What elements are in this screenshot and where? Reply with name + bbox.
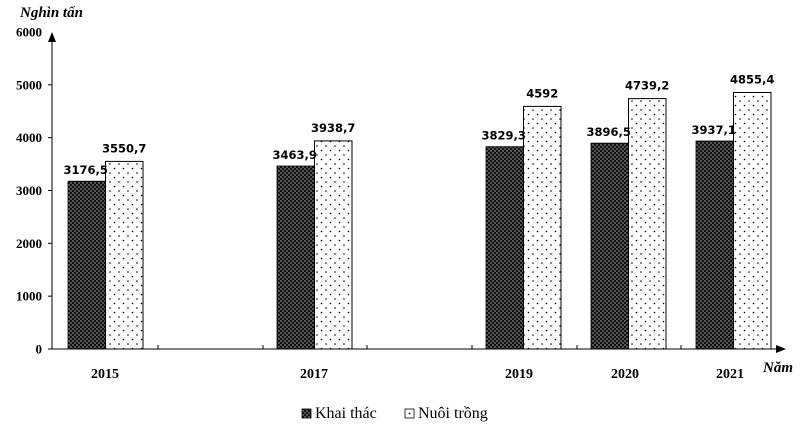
bar-khai-thac [67, 180, 106, 350]
value-label-khai-thac: 3463,9 [273, 148, 317, 162]
legend-khai-thac-swatch-icon [301, 408, 312, 419]
x-category-label: 2021 [716, 367, 744, 382]
bar-group-2019: 3829,3 4592 2019 [482, 86, 562, 382]
bar-khai-thac [485, 146, 524, 350]
bar-khai-thac [695, 140, 734, 350]
y-tick-label: 1000 [16, 289, 42, 304]
y-tick-label: 5000 [16, 77, 42, 92]
y-axis-ticks: 0 1000 2000 3000 4000 5000 6000 [16, 25, 52, 357]
value-label-khai-thac: 3937,1 [692, 123, 736, 137]
y-tick-label: 6000 [16, 25, 42, 40]
x-category-label: 2015 [91, 367, 119, 382]
bar-group-2017: 3463,9 3938,7 2017 [273, 121, 356, 382]
legend-khai-thac-label: Khai thác [315, 405, 377, 422]
legend-nuoi-trong-label: Nuôi trồng [418, 405, 488, 422]
legend: Khai thác Nuôi trồng [301, 405, 488, 422]
bar-nuoi-trong [733, 91, 772, 350]
bar-group-2020: 3896,5 4739,2 2020 [587, 79, 670, 382]
y-tick-label: 0 [36, 342, 43, 357]
y-tick-label: 3000 [16, 183, 42, 198]
value-label-nuoi-trong: 4592 [526, 86, 558, 100]
x-category-label: 2020 [611, 367, 639, 382]
y-tick-label: 4000 [16, 130, 42, 145]
x-category-label: 2017 [300, 367, 328, 382]
bar-khai-thac [276, 165, 315, 350]
value-label-khai-thac: 3829,3 [482, 129, 526, 143]
x-category-label: 2019 [505, 367, 533, 382]
value-label-nuoi-trong: 3550,7 [102, 141, 146, 155]
y-axis-title: Nghìn tấn [19, 5, 83, 21]
y-axis-arrow-icon [48, 32, 56, 42]
x-axis-arrow-icon [776, 345, 786, 353]
value-label-nuoi-trong: 4739,2 [625, 79, 669, 93]
bar-nuoi-trong [523, 105, 562, 350]
bar-nuoi-trong [628, 98, 667, 350]
value-label-nuoi-trong: 4855,4 [730, 72, 774, 86]
value-label-nuoi-trong: 3938,7 [311, 121, 355, 135]
x-axis-ticks [157, 345, 682, 349]
bar-nuoi-trong [105, 160, 144, 350]
x-axis-title: Năm [762, 360, 793, 376]
bar-group-2015: 3176,5 3550,7 2015 [64, 141, 147, 382]
legend-nuoi-trong-dot [408, 412, 411, 415]
bar-nuoi-trong [314, 140, 353, 350]
value-label-khai-thac: 3176,5 [64, 163, 108, 177]
bar-groups: 3176,5 3550,7 2015 3463,9 3938,7 2017 3829,3 45… [64, 72, 775, 382]
value-label-khai-thac: 3896,5 [587, 125, 631, 139]
bar-khai-thac [590, 142, 629, 350]
y-tick-label: 2000 [16, 236, 42, 251]
bar-group-2021: 3937,1 4855,4 2021 [692, 72, 775, 382]
